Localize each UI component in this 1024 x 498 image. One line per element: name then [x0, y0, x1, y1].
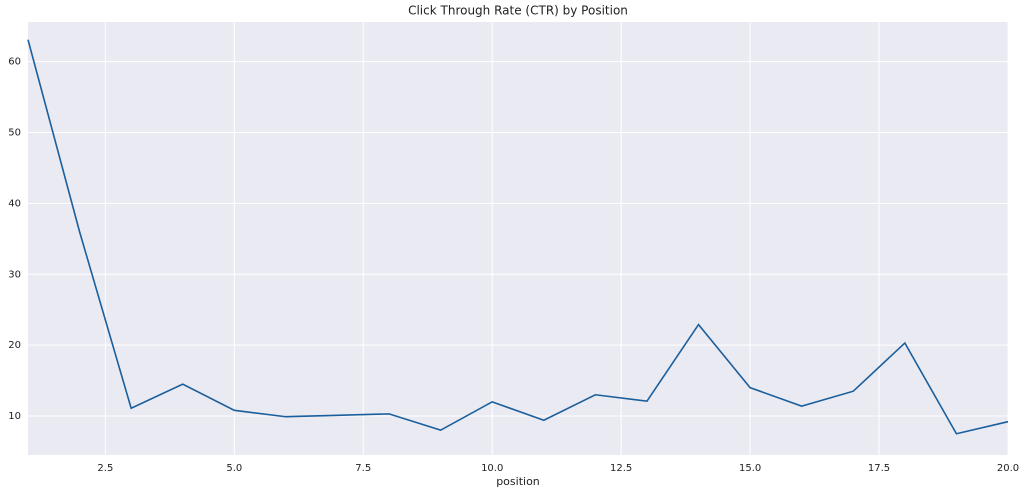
line-series [27, 39, 1009, 435]
y-tick-label: 10 [8, 411, 21, 422]
y-tick-label: 40 [8, 198, 21, 209]
x-tick-label: 20.0 [997, 463, 1019, 474]
y-tick-label: 20 [8, 340, 21, 351]
x-tick-label: 10.0 [481, 463, 503, 474]
x-tick-label: 17.5 [868, 463, 890, 474]
x-tick-label: 12.5 [610, 463, 632, 474]
y-tick-label: 60 [8, 57, 21, 68]
x-tick-label: 2.5 [97, 463, 113, 474]
chart-title: Click Through Rate (CTR) by Position [408, 4, 628, 18]
x-tick-label: 5.0 [226, 463, 242, 474]
x-tick-label: 15.0 [739, 463, 761, 474]
y-tick-label: 50 [8, 128, 21, 139]
x-axis-label: position [496, 475, 540, 488]
x-tick-label: 7.5 [355, 463, 371, 474]
y-tick-label: 30 [8, 269, 21, 280]
plot-area [28, 22, 1008, 455]
